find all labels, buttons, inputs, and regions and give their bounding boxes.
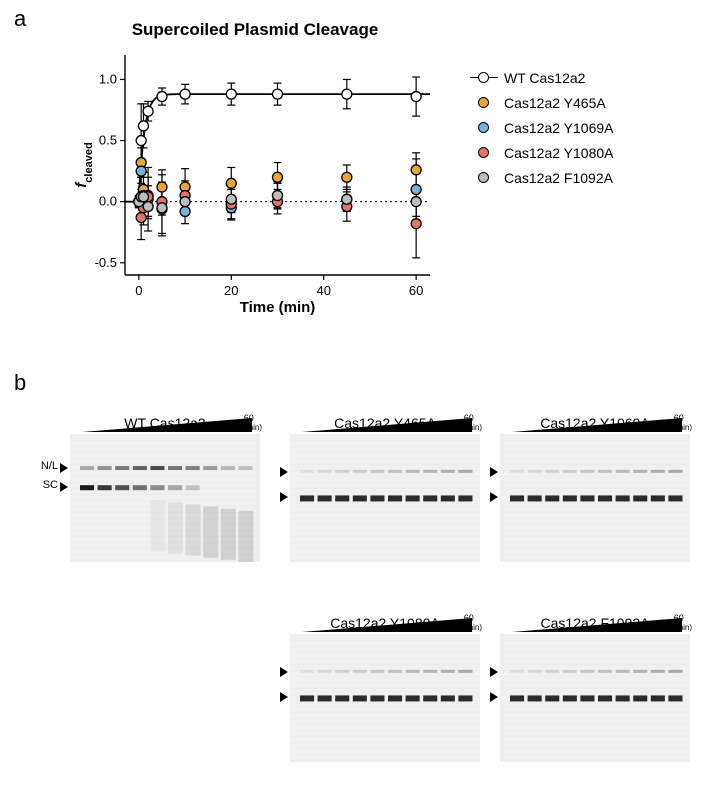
- chart-title: Supercoiled Plasmid Cleavage: [70, 20, 440, 40]
- arrow-nl: [490, 667, 498, 677]
- arrow-nl: [280, 467, 288, 477]
- gel-time-label: 60(min): [464, 414, 482, 432]
- arrow-nl: [490, 467, 498, 477]
- svg-text:20: 20: [224, 283, 238, 298]
- legend-label: Cas12a2 Y1069A: [504, 120, 614, 136]
- arrow-sc: [280, 692, 288, 702]
- panel-a-label: a: [14, 6, 26, 32]
- arrow-nl: [60, 463, 68, 473]
- band-label-sc: SC: [34, 479, 58, 491]
- svg-text:60: 60: [409, 283, 423, 298]
- legend-item-wt: WT Cas12a2: [470, 70, 614, 86]
- legend-item-y1069a: Cas12a2 Y1069A: [470, 120, 614, 136]
- gel-image: [290, 434, 480, 562]
- legend-label: Cas12a2 Y465A: [504, 95, 606, 111]
- arrow-nl: [280, 667, 288, 677]
- gel-2: Cas12a2 Y1069A60(min): [500, 415, 690, 567]
- chart-plot: -0.5 0.0 0.5 1.0 0 20 40 60 fcleaved Time (min): [70, 40, 440, 320]
- gel-image: [500, 634, 690, 762]
- gel-3: Cas12a2 Y1080A60(min): [290, 615, 480, 767]
- arrow-sc: [60, 482, 68, 492]
- svg-text:0: 0: [135, 283, 142, 298]
- chart-legend: WT Cas12a2 Cas12a2 Y465A Cas12a2 Y1069A Cas…: [470, 70, 614, 195]
- legend-item-f1092a: Cas12a2 F1092A: [470, 170, 614, 186]
- gel-time-label: 60(min): [674, 614, 692, 632]
- svg-text:40: 40: [316, 283, 330, 298]
- gel-image: [70, 434, 260, 562]
- legend-label: Cas12a2 F1092A: [504, 170, 613, 186]
- svg-text:1.0: 1.0: [99, 71, 117, 86]
- legend-label: WT Cas12a2: [504, 70, 585, 86]
- gel-time-label: 60(min): [244, 414, 262, 432]
- gel-image: [290, 634, 480, 762]
- svg-text:fcleaved: fcleaved: [73, 142, 95, 187]
- svg-text:0.5: 0.5: [99, 133, 117, 148]
- legend-item-y1080a: Cas12a2 Y1080A: [470, 145, 614, 161]
- svg-text:Time (min): Time (min): [240, 299, 316, 316]
- gel-image: [500, 434, 690, 562]
- panel-b-label: b: [14, 370, 26, 396]
- gel-1: Cas12a2 Y465A60(min): [290, 415, 480, 567]
- gel-time-label: 60(min): [674, 414, 692, 432]
- gel-time-label: 60(min): [464, 614, 482, 632]
- legend-item-y465a: Cas12a2 Y465A: [470, 95, 614, 111]
- arrow-sc: [280, 492, 288, 502]
- gel-0: WT Cas12a260(min)N/LSC: [70, 415, 260, 567]
- panel-a-container: Supercoiled Plasmid Cleavage -0.5 0.0 0.5 1…: [70, 20, 440, 320]
- gel-4: Cas12a2 F1092A60(min): [500, 615, 690, 767]
- svg-text:0.0: 0.0: [99, 194, 117, 209]
- arrow-sc: [490, 692, 498, 702]
- legend-label: Cas12a2 Y1080A: [504, 145, 614, 161]
- band-label-nl: N/L: [34, 460, 58, 472]
- arrow-sc: [490, 492, 498, 502]
- svg-text:-0.5: -0.5: [95, 255, 117, 270]
